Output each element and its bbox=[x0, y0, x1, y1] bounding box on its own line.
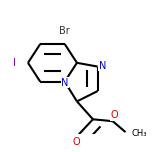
Text: O: O bbox=[111, 110, 118, 120]
Text: N: N bbox=[99, 61, 106, 71]
Text: Br: Br bbox=[59, 26, 70, 36]
Text: N: N bbox=[61, 78, 68, 88]
Text: O: O bbox=[73, 137, 80, 147]
Text: CH₃: CH₃ bbox=[131, 129, 147, 138]
Text: I: I bbox=[13, 58, 16, 68]
